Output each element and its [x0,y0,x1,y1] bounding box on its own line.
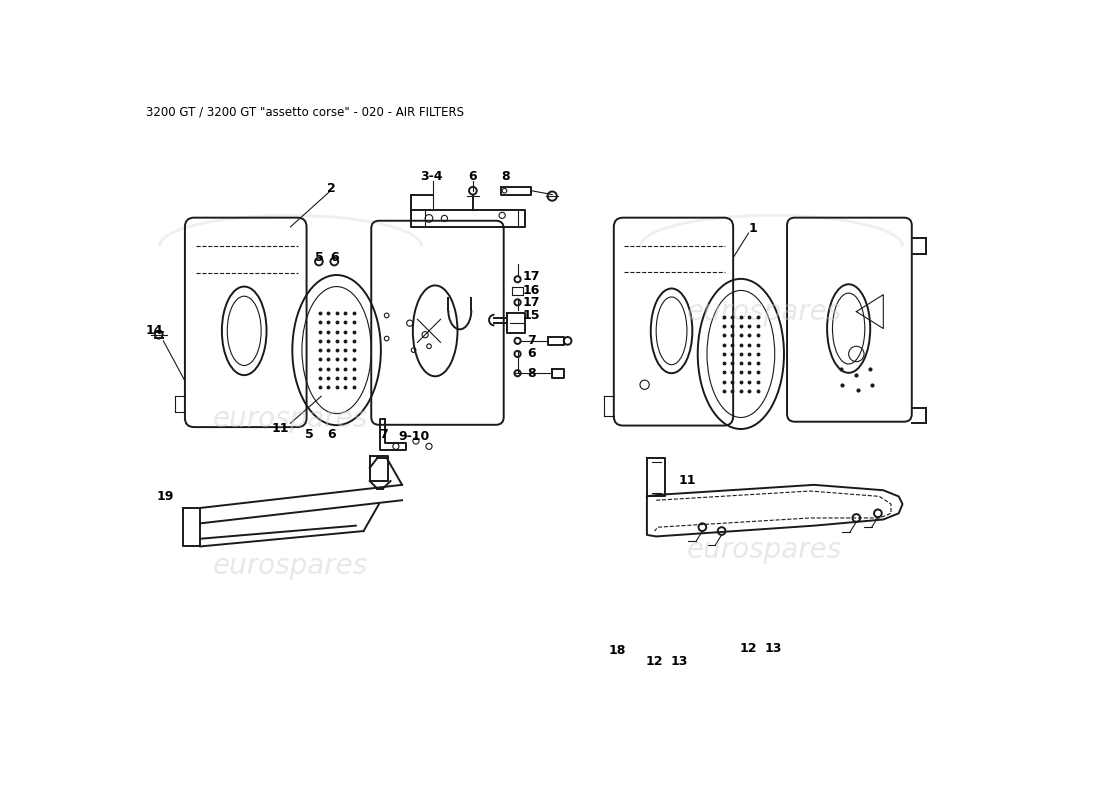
Text: 7: 7 [379,428,388,442]
Text: 9-10: 9-10 [398,430,429,443]
Text: 13: 13 [764,642,782,655]
Text: 6: 6 [469,170,477,183]
Text: 8: 8 [527,366,536,380]
Text: 1: 1 [749,222,758,235]
Text: 7: 7 [527,334,536,347]
Text: 5: 5 [306,428,313,442]
Text: 17: 17 [522,270,540,283]
Text: 17: 17 [522,296,540,309]
Text: 3-4: 3-4 [420,170,442,183]
Text: 8: 8 [502,170,510,183]
Text: 3200 GT / 3200 GT "assetto corse" - 020 - AIR FILTERS: 3200 GT / 3200 GT "assetto corse" - 020 … [146,106,464,118]
Text: 16: 16 [522,283,540,297]
Text: eurospares: eurospares [686,298,842,326]
Text: 11: 11 [272,422,289,435]
Text: eurospares: eurospares [212,552,368,580]
Text: eurospares: eurospares [212,406,368,434]
Text: 19: 19 [157,490,174,503]
Text: 6: 6 [527,347,536,361]
Text: 2: 2 [327,182,336,195]
Text: 12: 12 [740,642,757,655]
Text: 15: 15 [522,309,540,322]
Text: eurospares: eurospares [686,536,842,564]
Text: 6: 6 [327,428,336,442]
Text: 5: 5 [315,251,323,264]
Text: 14: 14 [145,324,163,338]
Text: 6: 6 [330,251,339,264]
Text: 18: 18 [609,644,626,657]
Text: 12: 12 [646,655,663,669]
Text: 13: 13 [671,655,688,669]
Text: 11: 11 [679,474,695,487]
